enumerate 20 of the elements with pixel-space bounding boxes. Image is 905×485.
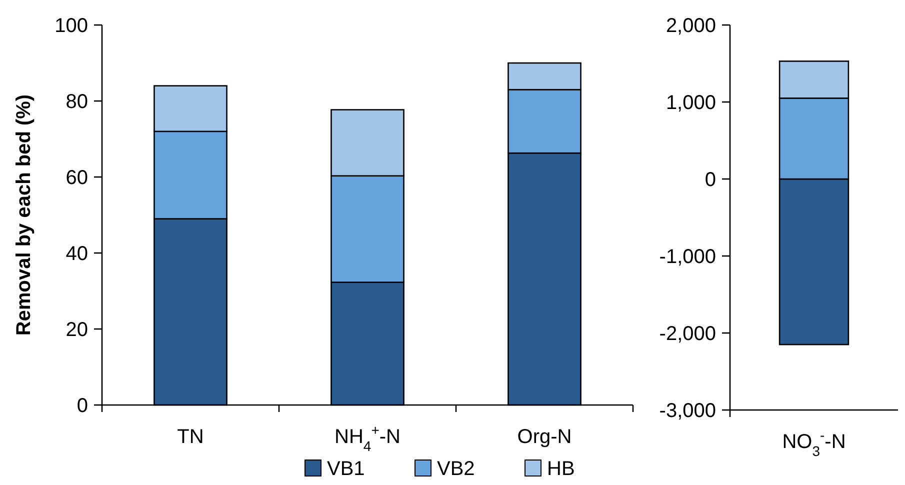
y-axis-title: Removal by each bed (%) [13,94,35,336]
y-tick-label: 20 [66,319,88,341]
y-tick-label: -2,000 [659,323,716,345]
y-tick-label: 40 [66,243,88,265]
x-tick-label: NO$_{3}$$^{-}$-N [782,427,846,459]
y-tick-label: -1,000 [659,246,716,268]
legend-label: VB1 [327,458,365,480]
y-tick-label: -3,000 [659,400,716,422]
x-tick-label: Org-N [517,426,572,448]
y-tick-label: 2,000 [666,15,716,37]
y-tick-label: 0 [76,395,88,417]
y-tick-label: 80 [66,91,88,113]
legend-label: VB2 [437,458,475,480]
y-tick-label: 1,000 [666,92,716,114]
y-tick-label: 100 [54,15,88,37]
x-tick-label: NH$_{4}$$^{+}$-N [334,422,400,454]
y-tick-label: 0 [704,169,716,191]
x-tick-label: TN [177,426,204,448]
legend-label: HB [547,458,575,480]
y-tick-label: 60 [66,167,88,189]
